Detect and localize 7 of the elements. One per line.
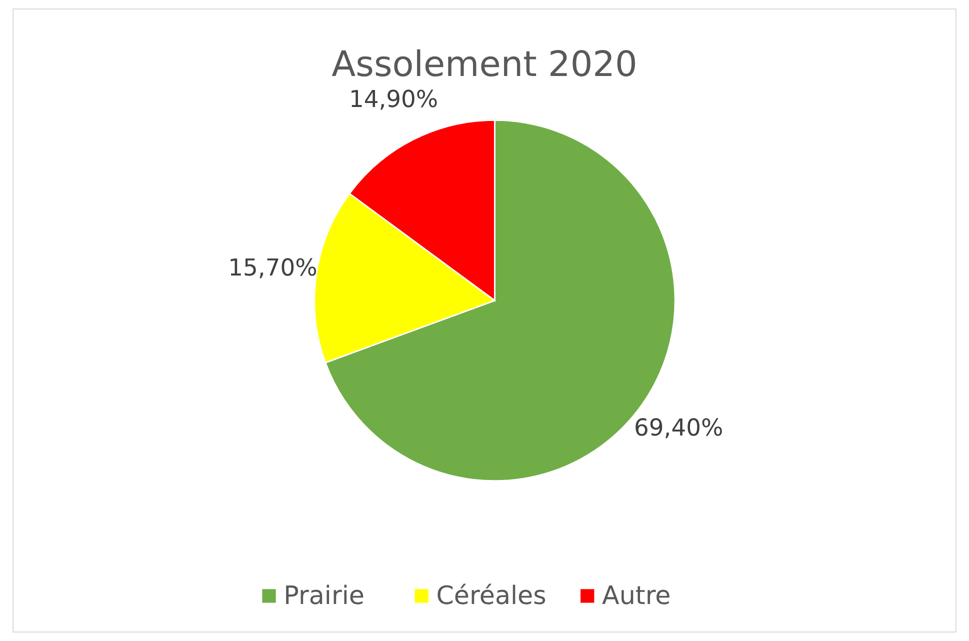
legend-label: Prairie (284, 580, 365, 610)
chart-title: Assolement 2020 (332, 44, 638, 86)
legend-label: Autre (602, 580, 671, 610)
data-label: 15,70% (228, 253, 318, 282)
legend-label: Céréales (436, 580, 546, 610)
data-label: 14,90% (348, 84, 438, 113)
data-label: 69,40% (634, 413, 724, 442)
